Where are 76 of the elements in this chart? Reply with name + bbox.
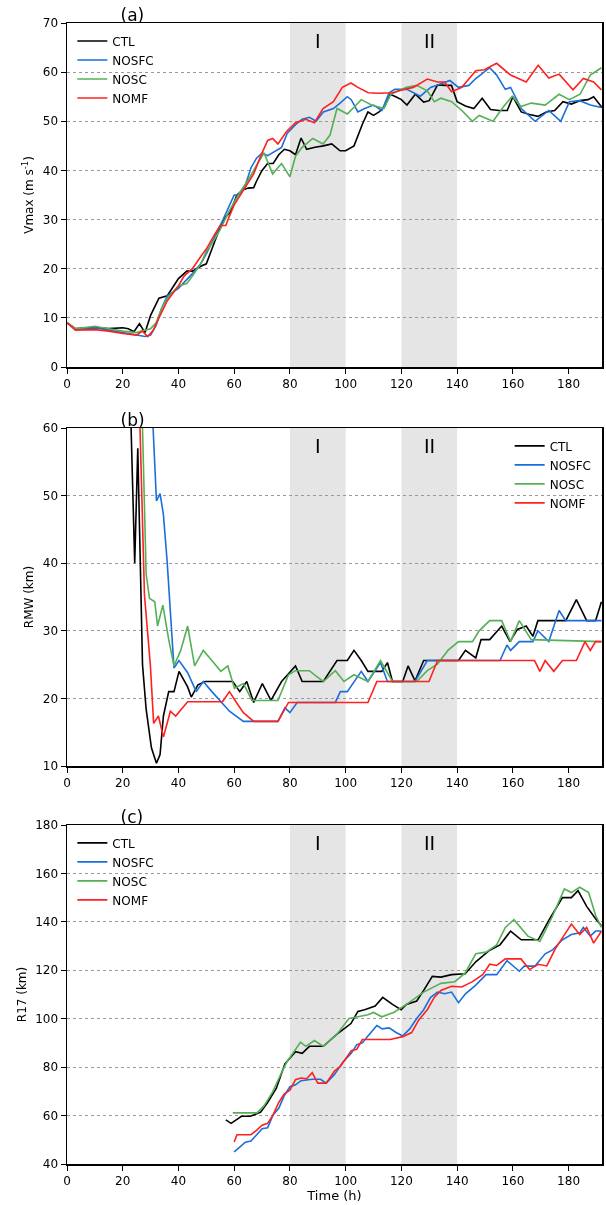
x-tick-label: 40 (170, 1173, 187, 1188)
legend-label: NOSFC (112, 53, 154, 68)
x-tick-label: 0 (63, 376, 71, 391)
y-tick-label: 0 (50, 360, 59, 375)
y-tick-label: 120 (35, 963, 59, 978)
x-axis-title: Time (h) (306, 1187, 362, 1203)
band-label: I (315, 832, 321, 854)
y-tick-label: 60 (42, 421, 59, 436)
y-tick-label: 180 (35, 818, 59, 833)
x-tick-label: 100 (334, 775, 358, 790)
y-tick-label: 10 (42, 759, 59, 774)
x-tick-label: 100 (334, 1173, 358, 1188)
band-label: I (315, 435, 321, 457)
x-tick-label: 140 (445, 775, 469, 790)
legend-label: NOSC (549, 477, 585, 492)
x-tick-label: 140 (445, 1173, 469, 1188)
x-tick-label: 120 (389, 1173, 413, 1188)
band-label: II (424, 30, 436, 52)
x-tick-label: 160 (501, 775, 525, 790)
y-tick-label: 70 (42, 16, 59, 31)
y-tick-label: 80 (42, 1060, 59, 1075)
x-tick-label: 160 (501, 376, 525, 391)
chart-title: (a) (120, 5, 145, 25)
x-tick-label: 100 (334, 376, 358, 391)
y-tick-label: 140 (35, 915, 59, 930)
x-tick-label: 40 (170, 376, 187, 391)
x-tick-label: 80 (282, 1173, 298, 1188)
x-tick-label: 0 (63, 1173, 71, 1188)
y-tick-label: 60 (42, 65, 59, 80)
legend-label: NOSC (112, 72, 147, 87)
legend-label: CTL (112, 836, 136, 851)
x-tick-label: 120 (389, 376, 413, 391)
legend-label: NOMF (112, 91, 149, 106)
y-tick-label: 60 (42, 1108, 59, 1123)
y-tick-label: 20 (42, 261, 59, 276)
x-tick-label: 120 (389, 775, 413, 790)
y-tick-label: 40 (42, 1157, 59, 1172)
legend-label: CTL (549, 439, 573, 454)
x-tick-label: 20 (115, 376, 131, 391)
x-tick-label: 80 (282, 775, 298, 790)
x-tick-label: 60 (226, 1173, 242, 1188)
band-label: II (424, 832, 436, 854)
band-label: II (424, 435, 436, 457)
band-label: I (315, 30, 321, 52)
x-tick-label: 180 (557, 1173, 581, 1188)
x-tick-label: 60 (226, 376, 242, 391)
y-tick-label: 50 (42, 488, 59, 503)
y-tick-label: 30 (42, 212, 59, 227)
y-axis-title: RMW (km) (22, 565, 37, 629)
y-tick-label: 40 (42, 556, 59, 571)
x-tick-label: 180 (557, 376, 581, 391)
x-tick-label: 140 (445, 376, 469, 391)
y-tick-label: 30 (42, 624, 59, 638)
legend-label: NOSFC (112, 855, 154, 870)
legend-label: NOMF (112, 893, 149, 908)
chart-title: (b) (120, 410, 145, 430)
x-tick-label: 40 (170, 775, 187, 790)
legend-label: NOSC (112, 874, 147, 889)
x-tick-label: 20 (115, 775, 131, 790)
y-tick-label: 160 (35, 866, 59, 881)
y-axis-title: R17 (km) (14, 966, 29, 1023)
x-tick-label: 0 (63, 775, 71, 790)
x-tick-label: 80 (282, 376, 298, 391)
y-tick-label: 20 (42, 691, 59, 706)
chart-title: (c) (120, 807, 144, 827)
legend-label: CTL (112, 34, 136, 49)
legend-label: NOMF (549, 496, 586, 511)
x-tick-label: 180 (557, 775, 581, 790)
y-tick-label: 40 (42, 163, 59, 178)
x-tick-label: 160 (501, 1173, 525, 1188)
x-tick-label: 60 (226, 775, 242, 790)
y-tick-label: 50 (42, 114, 59, 129)
y-tick-label: 10 (42, 311, 59, 326)
y-tick-label: 100 (35, 1011, 59, 1026)
x-tick-label: 20 (115, 1173, 131, 1188)
legend-label: NOSFC (549, 458, 591, 473)
